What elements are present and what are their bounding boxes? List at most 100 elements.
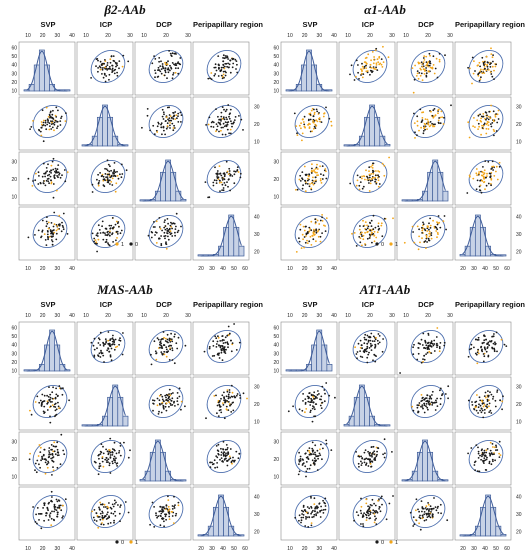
- histogram-bar: [321, 344, 328, 372]
- point-negative: [122, 54, 125, 57]
- panel-border: [338, 41, 396, 96]
- point-negative: [45, 459, 48, 461]
- point-negative: [37, 513, 40, 515]
- point-negative: [477, 412, 479, 414]
- point-negative: [168, 359, 171, 361]
- point-negative: [479, 399, 482, 402]
- point-positive: [165, 337, 167, 340]
- column-header-2: DCP: [418, 20, 434, 29]
- point-negative: [210, 78, 213, 81]
- point-positive: [370, 59, 372, 62]
- point-negative: [41, 109, 44, 112]
- point-negative: [319, 516, 322, 518]
- point-negative: [223, 399, 226, 402]
- point-positive: [375, 64, 378, 66]
- point-negative: [374, 457, 377, 459]
- point-negative: [158, 410, 160, 413]
- point-negative: [429, 516, 432, 519]
- point-negative: [175, 212, 178, 215]
- point-positive: [414, 64, 416, 67]
- panel-svp-vs-svp: [280, 321, 338, 376]
- point-negative: [311, 167, 313, 170]
- point-negative: [55, 413, 58, 416]
- point-negative: [477, 348, 479, 351]
- point-positive: [472, 125, 474, 128]
- point-negative: [382, 338, 384, 340]
- point-negative: [50, 232, 52, 235]
- point-negative: [429, 395, 431, 398]
- point-positive: [477, 64, 479, 67]
- point-positive: [315, 240, 317, 243]
- top-tick-label: 10: [83, 33, 89, 39]
- point-negative: [56, 121, 58, 123]
- point-negative: [228, 170, 231, 172]
- point-negative: [111, 227, 114, 230]
- point-negative: [427, 347, 429, 350]
- point-negative: [428, 400, 431, 403]
- point-negative: [490, 463, 493, 466]
- point-negative: [426, 351, 429, 354]
- point-positive: [300, 247, 303, 250]
- density-curve: [346, 385, 388, 427]
- point-negative: [479, 404, 482, 407]
- point-negative: [98, 338, 101, 341]
- point-positive: [483, 72, 486, 74]
- point-negative: [176, 62, 179, 65]
- point-negative: [47, 163, 49, 166]
- point-positive: [485, 132, 488, 135]
- point-negative: [63, 453, 66, 456]
- point-negative: [156, 125, 159, 128]
- point-positive: [106, 505, 109, 508]
- point-positive: [366, 224, 368, 227]
- point-negative: [308, 507, 311, 510]
- point-negative: [373, 453, 376, 456]
- point-negative: [104, 173, 107, 175]
- point-positive: [412, 91, 415, 94]
- point-negative: [111, 448, 114, 450]
- point-negative: [467, 355, 470, 358]
- point-negative: [66, 233, 69, 235]
- point-positive: [40, 134, 43, 137]
- point-negative: [420, 405, 422, 408]
- point-negative: [482, 62, 485, 64]
- point-positive: [313, 169, 315, 172]
- point-negative: [56, 500, 59, 503]
- point-positive: [437, 109, 439, 111]
- point-negative: [109, 472, 112, 474]
- point-negative: [219, 400, 221, 402]
- point-negative: [109, 165, 111, 168]
- point-negative: [32, 180, 34, 182]
- point-negative: [492, 395, 495, 398]
- point-positive: [482, 173, 485, 176]
- point-negative: [374, 347, 376, 349]
- point-negative: [229, 404, 231, 407]
- point-negative: [428, 52, 431, 55]
- point-negative: [369, 511, 372, 514]
- point-negative: [311, 407, 314, 410]
- point-negative: [498, 165, 501, 168]
- point-negative: [51, 232, 54, 235]
- point-negative: [439, 226, 442, 229]
- point-negative: [305, 461, 308, 463]
- point-negative: [330, 449, 333, 451]
- point-negative: [213, 459, 216, 462]
- point-negative: [46, 403, 49, 405]
- point-negative: [112, 241, 114, 243]
- point-negative: [156, 516, 159, 519]
- point-negative: [308, 397, 310, 399]
- point-negative: [222, 455, 225, 457]
- point-negative: [44, 175, 46, 178]
- point-negative: [160, 515, 162, 517]
- point-negative: [483, 122, 486, 125]
- point-negative: [231, 175, 234, 177]
- point-negative: [106, 513, 108, 516]
- point-negative: [447, 397, 449, 400]
- point-negative: [50, 172, 52, 174]
- density-curve: [84, 105, 126, 147]
- point-negative: [475, 404, 477, 407]
- point-negative: [489, 172, 492, 175]
- point-negative: [229, 59, 232, 62]
- top-tick-label: 20: [367, 313, 373, 319]
- point-negative: [467, 399, 470, 402]
- point-positive: [383, 174, 386, 177]
